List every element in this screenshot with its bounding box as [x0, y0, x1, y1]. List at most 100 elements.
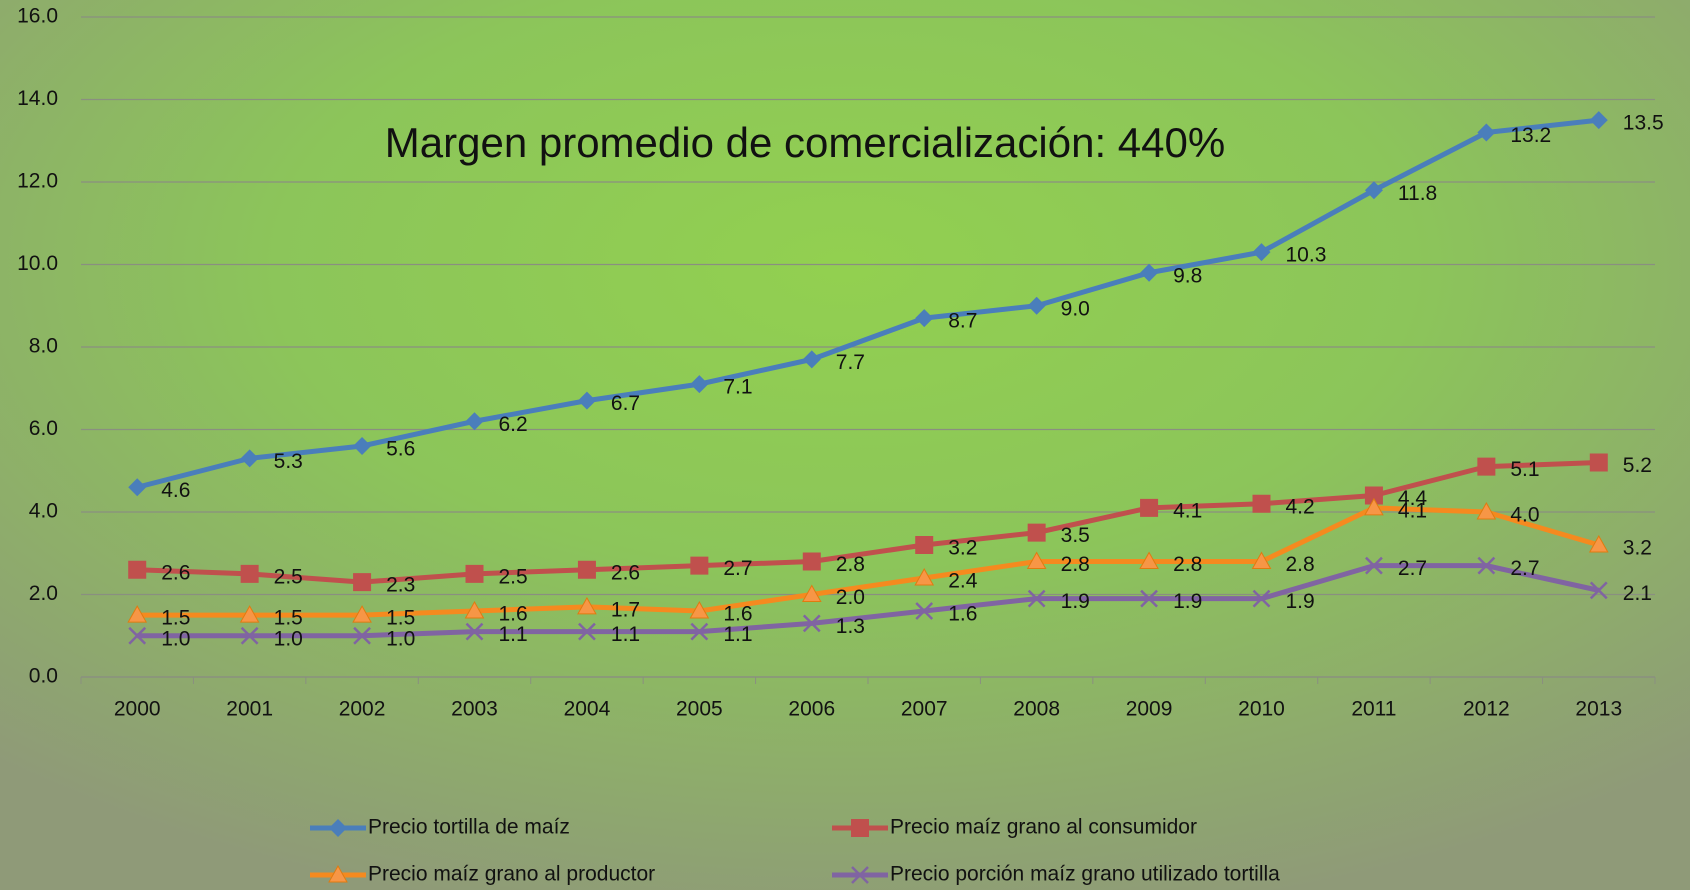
data-label: 2.6: [611, 561, 640, 584]
marker: [465, 622, 484, 641]
marker: [690, 622, 709, 641]
data-label: 5.2: [1623, 454, 1652, 477]
marker: [353, 437, 372, 455]
x-tick-label: 2013: [1575, 698, 1622, 721]
y-tick-label: 14.0: [17, 87, 58, 110]
marker: [1027, 589, 1046, 608]
data-label: 10.3: [1286, 244, 1327, 267]
legend-label: Precio tortilla de maíz: [368, 816, 570, 839]
data-label: 2.5: [499, 565, 528, 588]
legend-marker: [328, 864, 348, 883]
legend-item: Precio porción maíz grano utilizado tort…: [832, 863, 1280, 886]
marker: [465, 564, 484, 583]
data-label: 1.0: [161, 627, 190, 650]
marker: [240, 449, 259, 468]
marker: [914, 567, 935, 586]
marker: [1589, 111, 1608, 130]
x-tick-label: 2000: [114, 698, 161, 721]
data-label: 5.6: [386, 438, 415, 461]
marker: [801, 584, 822, 602]
data-label: 13.5: [1623, 112, 1664, 135]
x-tick-label: 2008: [1013, 698, 1060, 721]
marker: [1027, 523, 1046, 542]
marker: [240, 564, 259, 583]
marker: [1140, 263, 1159, 282]
marker: [802, 614, 821, 633]
data-label: 2.8: [1286, 553, 1315, 576]
marker: [1364, 181, 1383, 200]
data-label: 1.0: [274, 627, 303, 650]
legend-marker: [851, 819, 869, 837]
x-tick-label: 2004: [564, 698, 611, 721]
marker: [127, 605, 148, 623]
marker: [1365, 556, 1383, 575]
legend-label: Precio porción maíz grano utilizado tort…: [890, 863, 1280, 886]
data-label: 2.7: [1398, 557, 1427, 580]
data-label: 1.1: [499, 623, 528, 646]
marker: [802, 350, 821, 369]
y-tick-label: 6.0: [29, 417, 58, 440]
data-label: 1.0: [386, 627, 415, 650]
marker: [578, 622, 596, 641]
marker: [1364, 497, 1384, 516]
data-label: 4.0: [1510, 504, 1539, 527]
data-label: 2.5: [274, 565, 303, 588]
data-label: 1.9: [1173, 590, 1202, 613]
annotation: Margen promedio de comercialización: 440…: [385, 119, 1225, 166]
marker: [1252, 243, 1271, 262]
marker: [1476, 501, 1497, 520]
marker: [1027, 296, 1046, 315]
data-label: 2.8: [1061, 553, 1090, 576]
data-label: 5.3: [274, 450, 303, 473]
marker: [1140, 589, 1158, 608]
data-label: 1.1: [723, 623, 752, 646]
marker: [128, 560, 147, 579]
legend-label: Precio maíz grano al productor: [368, 863, 655, 886]
marker: [1026, 551, 1047, 569]
marker: [464, 600, 485, 619]
data-label: 2.3: [386, 574, 415, 597]
marker: [690, 556, 709, 575]
marker: [1589, 453, 1608, 472]
data-label: 7.7: [836, 351, 865, 374]
data-label: 2.7: [1510, 557, 1539, 580]
data-label: 1.5: [274, 607, 303, 630]
marker: [1364, 486, 1383, 505]
data-label: 1.5: [386, 607, 415, 630]
legend-label: Precio maíz grano al consumidor: [890, 816, 1197, 839]
marker: [128, 478, 147, 497]
marker: [577, 560, 596, 579]
data-label: 2.6: [161, 561, 190, 584]
legend-marker: [851, 866, 869, 884]
marker: [689, 600, 710, 619]
legend-item: Precio tortilla de maíz: [310, 816, 570, 839]
marker: [1589, 581, 1608, 600]
marker: [1588, 534, 1609, 553]
y-tick-label: 10.0: [17, 252, 58, 275]
data-label: 9.0: [1061, 297, 1090, 320]
x-tick-label: 2001: [226, 698, 273, 721]
marker: [1477, 457, 1496, 476]
marker: [690, 375, 709, 394]
marker: [915, 309, 934, 328]
data-label: 3.2: [1623, 537, 1652, 560]
data-label: 3.2: [948, 537, 977, 560]
x-tick-label: 2009: [1126, 698, 1173, 721]
data-label: 1.9: [1061, 590, 1090, 613]
data-label: 1.6: [723, 603, 752, 626]
x-tick-label: 2003: [451, 698, 498, 721]
series-line: [137, 505, 1600, 618]
marker: [915, 602, 934, 620]
series-line: [136, 117, 1600, 490]
data-label: 6.2: [499, 413, 528, 436]
x-tick-label: 2007: [901, 698, 948, 721]
y-tick-label: 4.0: [29, 500, 58, 523]
data-label: 5.1: [1510, 458, 1539, 481]
x-tick-label: 2006: [788, 698, 835, 721]
data-label: 13.2: [1510, 124, 1551, 147]
marker: [577, 391, 596, 410]
marker: [1477, 123, 1496, 142]
marker: [1140, 498, 1159, 517]
data-label: 7.1: [723, 376, 752, 399]
